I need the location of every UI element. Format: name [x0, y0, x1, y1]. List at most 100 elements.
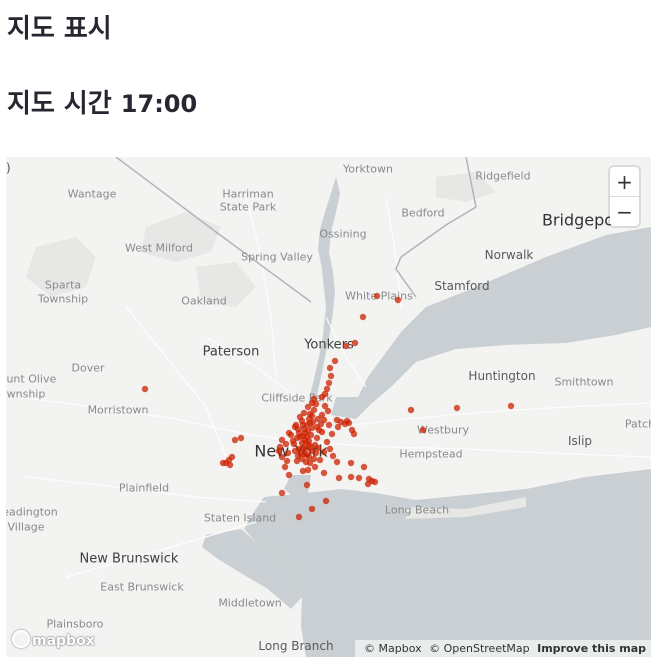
place-label: ount Olive [6, 372, 57, 386]
data-point [310, 455, 318, 463]
data-point [333, 458, 341, 466]
data-point [312, 400, 320, 408]
data-point [304, 403, 312, 411]
map-canvas[interactable]: Yorktown Ridgefield Wantage Harriman State P… [6, 157, 651, 657]
mapbox-logo[interactable]: mapbox [12, 630, 95, 649]
data-point [334, 423, 342, 431]
data-point [321, 390, 329, 398]
data-point [320, 416, 328, 424]
data-point [278, 436, 286, 444]
zoom-in-button[interactable]: + [616, 169, 633, 194]
data-point [293, 434, 301, 442]
improve-map-link[interactable]: Improve this map [537, 642, 646, 655]
data-point [306, 459, 314, 467]
place-label: Paterson [202, 344, 260, 360]
data-point [326, 445, 334, 453]
place-label: Township [37, 292, 89, 306]
data-point [307, 431, 315, 439]
place-label: Ridgefield [475, 169, 531, 183]
zoom-control: + − [610, 167, 639, 226]
data-point [407, 406, 415, 414]
water-bodies [202, 177, 651, 657]
zoom-out-button[interactable]: − [610, 196, 639, 226]
data-point [308, 424, 316, 432]
place-label: wnship [6, 387, 46, 401]
data-point [329, 452, 337, 460]
data-point [311, 463, 319, 471]
data-point [308, 412, 316, 420]
place-label: eadington [6, 505, 58, 519]
data-point [359, 313, 367, 321]
data-point [326, 364, 334, 372]
data-point [310, 406, 318, 414]
data-point [323, 385, 331, 393]
data-point [283, 457, 291, 465]
place-label: Yorktown [343, 162, 393, 176]
data-point [312, 449, 320, 457]
place-label: Plainfield [118, 481, 170, 495]
data-point [278, 489, 286, 497]
road-network [15, 196, 651, 578]
data-point [371, 478, 379, 486]
map-basemap [15, 157, 651, 657]
atlantic-ocean [244, 469, 651, 657]
data-point [328, 430, 336, 438]
time-heading-label: 지도 시간 [7, 89, 112, 119]
data-point [331, 357, 339, 365]
data-point [297, 449, 305, 457]
data-point [335, 474, 343, 482]
data-point [345, 419, 353, 427]
data-point [360, 463, 368, 471]
data-point [419, 426, 427, 434]
state-borders [115, 157, 477, 303]
place-label: Harriman [222, 187, 274, 201]
place-label: Dover [71, 361, 105, 375]
raritan-bay [202, 529, 302, 609]
hudson-river [310, 177, 340, 407]
place-label: Sparta [44, 278, 82, 292]
attribution: © Mapbox © OpenStreetMap Improve this ma… [355, 640, 651, 657]
data-point [507, 402, 515, 410]
place-label: New Brunswick [79, 551, 179, 567]
data-point [321, 402, 329, 410]
place-label: Huntington [468, 369, 536, 383]
place-label: Islip [567, 434, 593, 448]
place-label: Middletown [218, 596, 282, 610]
data-point [304, 466, 312, 474]
place-label: Long Branch [258, 639, 334, 653]
place-label: Long Beach [384, 503, 450, 517]
time-heading: 지도 시간 17:00 [7, 83, 197, 120]
data-point [237, 434, 245, 442]
data-point [219, 459, 227, 467]
place-label: Village [7, 520, 45, 534]
data-point [305, 453, 313, 461]
data-point [342, 342, 350, 350]
data-point [350, 430, 358, 438]
data-point [314, 415, 322, 423]
data-point [453, 404, 461, 412]
attribution-osm-link[interactable]: © OpenStreetMap [429, 642, 530, 655]
place-label: Norwalk [484, 248, 534, 262]
place-label: Stamford [434, 279, 490, 293]
data-point [318, 428, 326, 436]
place-label: Smithtown [554, 375, 614, 389]
data-point [324, 407, 332, 415]
attribution-mapbox-link[interactable]: © Mapbox [364, 642, 422, 655]
data-point [325, 421, 333, 429]
place-label: West Milford [124, 241, 194, 255]
time-value: 17:00 [120, 90, 198, 118]
page-title: 지도 표시 [7, 14, 112, 44]
data-point [394, 296, 402, 304]
place-label: Morristown [87, 403, 149, 417]
data-point [320, 448, 328, 456]
data-point [141, 385, 149, 393]
data-point [285, 471, 293, 479]
data-point [316, 456, 324, 464]
upper-bay [284, 475, 311, 497]
long-island-sound [358, 227, 651, 404]
place-label: Staten Island [203, 511, 277, 525]
data-point [318, 411, 326, 419]
data-point [282, 440, 290, 448]
data-point [351, 339, 359, 347]
data-point [293, 457, 301, 465]
